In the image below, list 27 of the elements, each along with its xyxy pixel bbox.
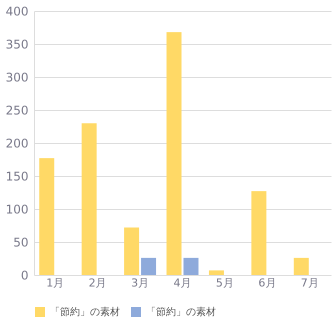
y-tick-label: 350 [6,38,28,52]
x-tick-label: 6月 [258,276,276,290]
y-tick-label: 200 [6,136,28,150]
bar [166,32,182,275]
y-tick-label: 250 [6,104,28,118]
legend-label: 「節約」の素材 [146,306,216,318]
x-tick-label: 5月 [216,276,234,290]
x-tick-label: 4月 [174,276,192,290]
bar [82,123,97,275]
y-tick-label: 400 [6,4,28,18]
y-tick-label: 50 [13,236,28,250]
y-tick-label: 0 [20,268,28,282]
bar [141,258,156,275]
bar [208,270,224,275]
bar [294,258,309,275]
bar [39,158,54,275]
bar [124,227,140,275]
x-tick-label: 2月 [88,276,107,290]
bar [183,258,198,275]
x-tick-label: 7月 [300,276,319,290]
y-tick-label: 150 [6,170,28,184]
legend-label: 「節約」の素材 [50,306,120,318]
y-tick-label: 300 [6,70,28,84]
y-tick-label: 100 [6,202,28,216]
bar [251,191,266,275]
x-tick-label: 3月 [131,276,150,290]
x-tick-label: 1月 [46,276,64,290]
